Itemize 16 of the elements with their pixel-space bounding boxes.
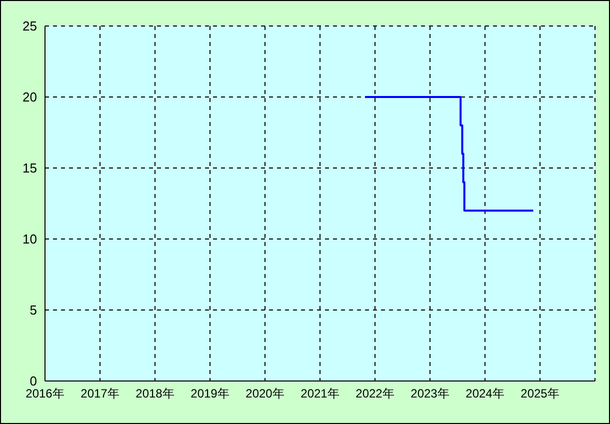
y-tick-label: 20 <box>22 90 37 105</box>
y-tick-label: 5 <box>30 302 37 318</box>
y-tick-label: 25 <box>22 18 37 34</box>
x-tick-label: 2019年 <box>190 386 230 401</box>
x-tick-label: 2017年 <box>80 386 120 401</box>
y-tick-label: 0 <box>30 374 37 389</box>
x-tick-label: 2020年 <box>246 386 284 401</box>
y-tick-label: 10 <box>22 232 37 247</box>
x-tick-label: 2016年 <box>26 386 64 401</box>
x-tick-label: 2021年 <box>300 386 340 401</box>
y-tick-label: 15 <box>22 160 37 176</box>
x-tick-label: 2022年 <box>356 386 394 401</box>
x-tick-label: 2024年 <box>466 386 504 401</box>
x-tick-label: 2018年 <box>136 386 174 401</box>
x-tick-label: 2025年 <box>520 386 560 401</box>
x-tick-label: 2023年 <box>410 386 450 401</box>
